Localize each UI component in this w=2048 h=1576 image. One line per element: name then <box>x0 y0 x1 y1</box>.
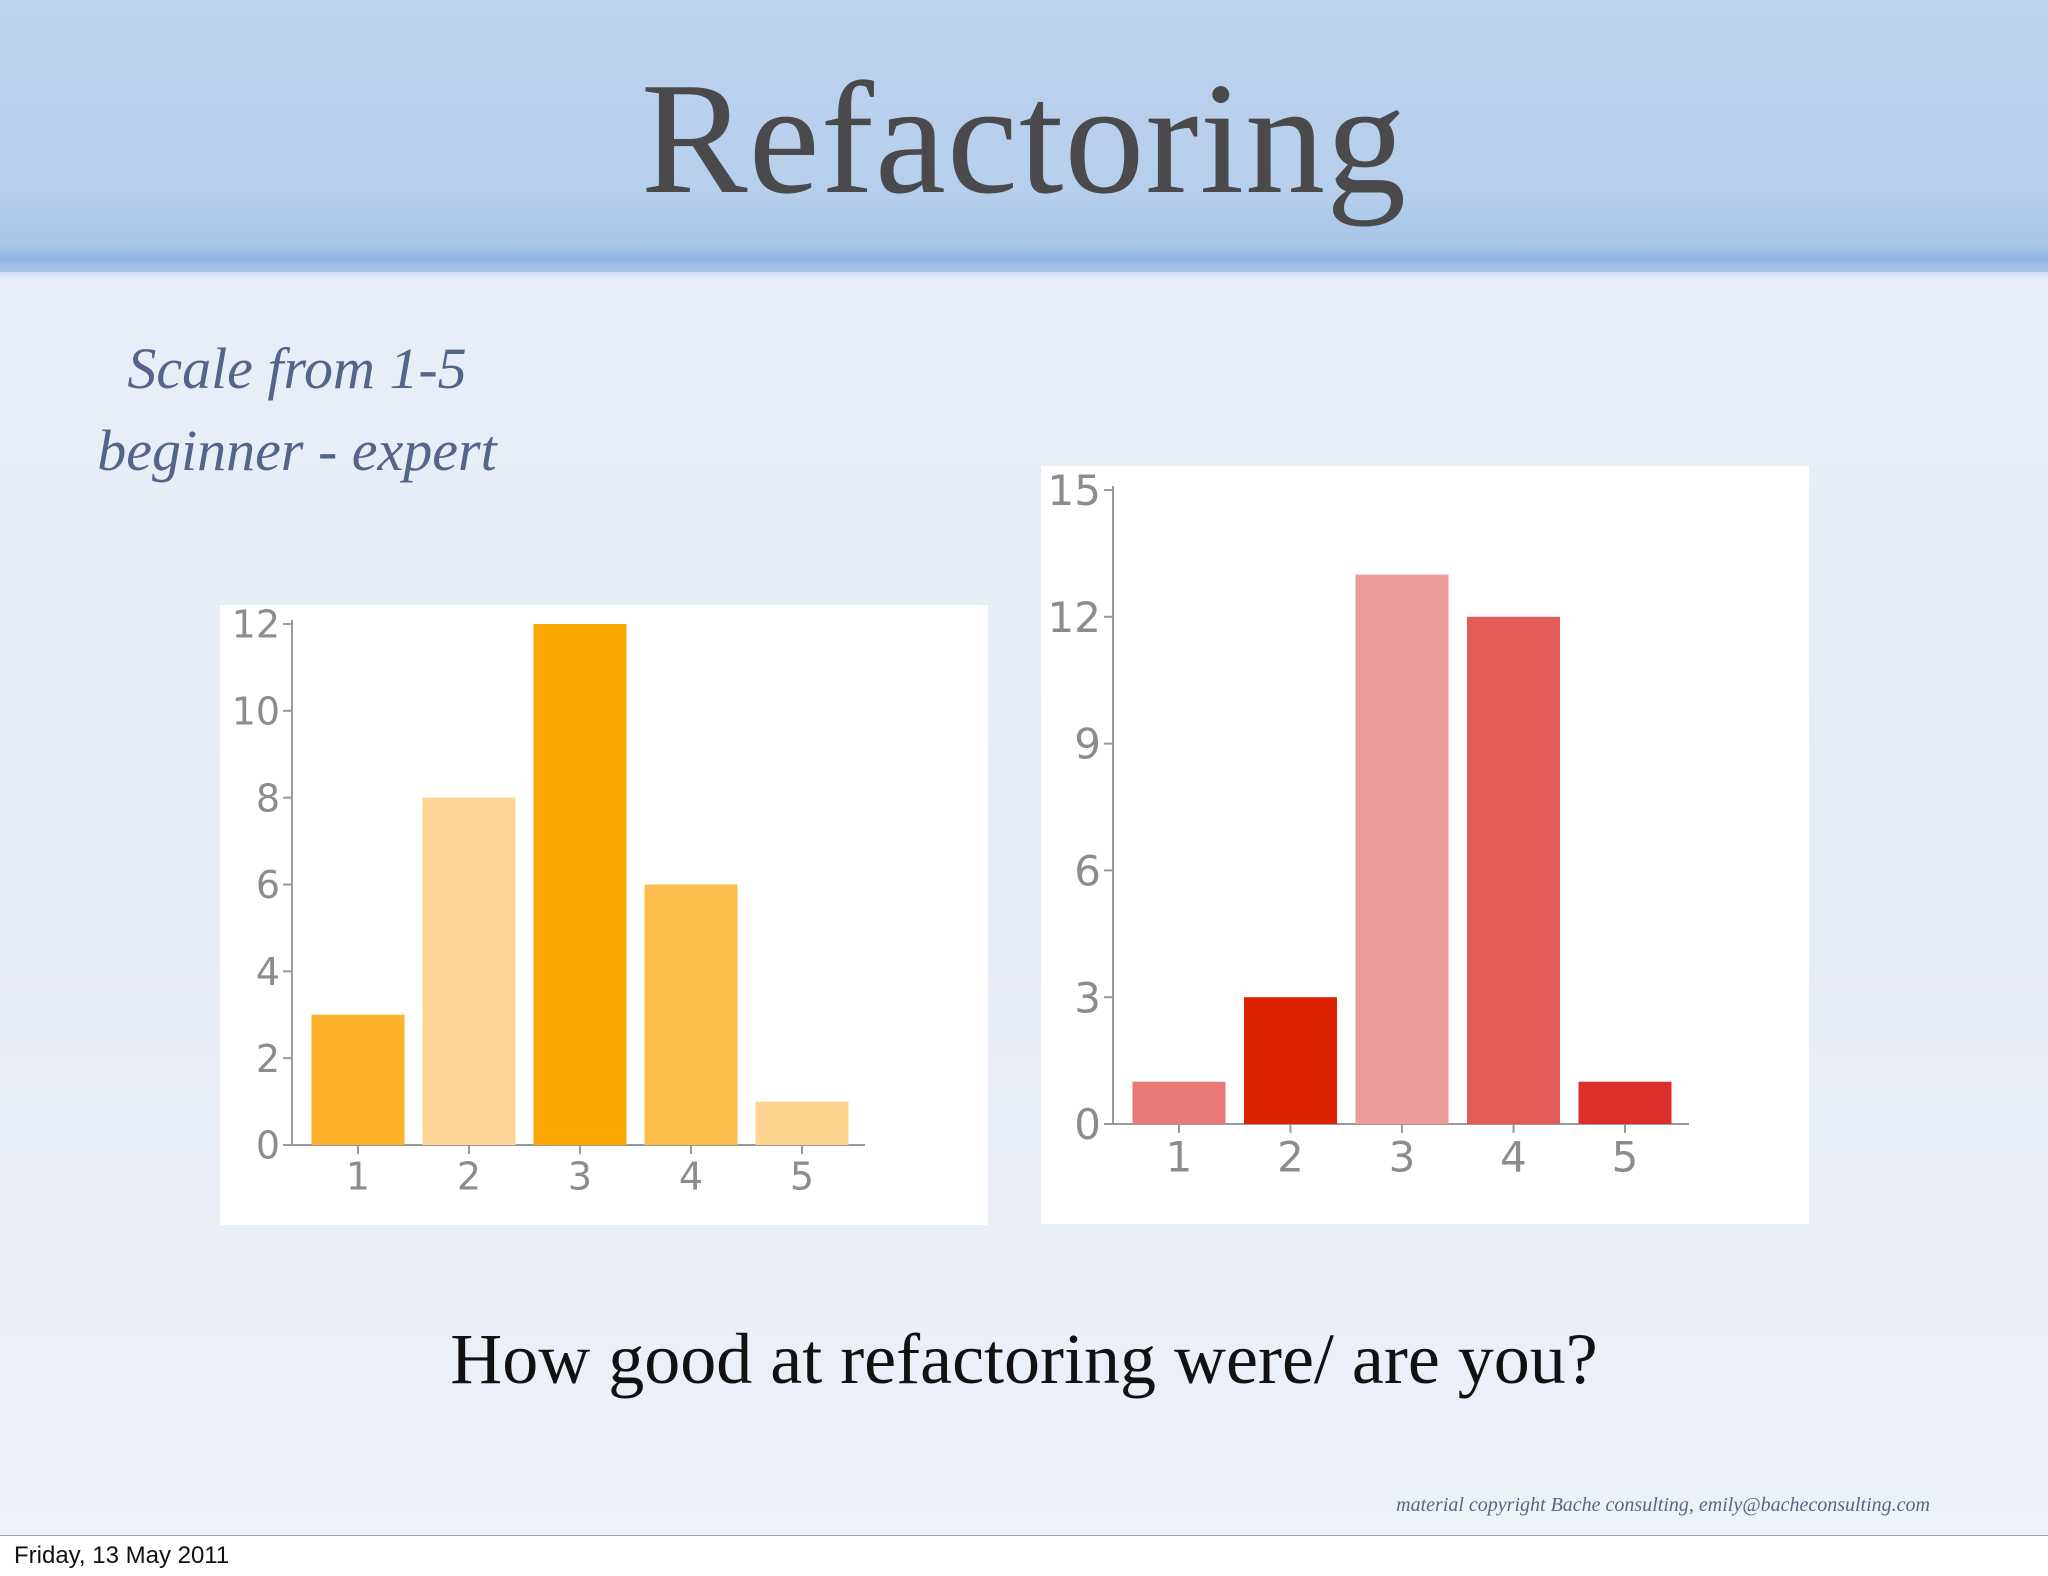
header-band <box>0 0 2048 272</box>
header-edge <box>0 246 2048 280</box>
left-chart-x-tick-label: 4 <box>679 1154 703 1198</box>
right-chart-y-tick-label: 12 <box>1048 593 1101 642</box>
left-chart-bar-1 <box>311 1014 405 1145</box>
scale-description-line-2: beginner - expert <box>97 418 497 483</box>
question-text: How good at refactoring were/ are you? <box>450 1319 1598 1399</box>
left-chart-x-tick-label: 3 <box>568 1154 592 1198</box>
left-chart-y-tick-label: 4 <box>256 950 280 994</box>
right-chart-bar-2 <box>1244 997 1337 1124</box>
left-chart-y-tick-label: 10 <box>232 690 280 734</box>
right-chart-y-tick-label: 0 <box>1074 1100 1101 1149</box>
left-chart-x-tick-label: 1 <box>346 1154 370 1198</box>
scale-description-line-1: Scale from 1-5 <box>127 336 467 401</box>
footer-date: Friday, 13 May 2011 <box>14 1542 230 1569</box>
copyright-notice: material copyright Bache consulting, emi… <box>1396 1494 1930 1516</box>
left-chart-x-tick-label: 5 <box>790 1154 814 1198</box>
bar-chart-right: 0 3 6 9 12 15 1 2 3 4 5 <box>1041 466 1809 1224</box>
left-chart-y-tick-label: 2 <box>256 1037 280 1081</box>
left-chart-y-tick-label: 6 <box>256 863 280 907</box>
left-chart-y-tick-label: 12 <box>232 605 280 647</box>
left-chart-bar-5 <box>755 1101 849 1145</box>
right-chart-bar-5 <box>1578 1081 1672 1124</box>
right-chart-x-tick-label: 2 <box>1277 1133 1304 1182</box>
right-chart-bar-3 <box>1355 574 1449 1124</box>
slide: Refactoring Scale from 1-5 beginner - ex… <box>0 0 2048 1536</box>
left-chart-y-tick-label: 0 <box>256 1124 280 1168</box>
left-chart-bar-3 <box>533 624 627 1145</box>
slide-title: Refactoring <box>640 49 1408 227</box>
right-chart-bar-4 <box>1467 616 1560 1124</box>
right-chart-x-tick-label: 1 <box>1166 1133 1193 1182</box>
left-chart-x-tick-label: 2 <box>457 1154 481 1198</box>
right-chart-y-tick-label: 3 <box>1074 973 1101 1022</box>
left-chart-bar-4 <box>644 884 738 1145</box>
left-chart-bar-2 <box>422 797 516 1145</box>
right-chart-y-tick-label: 6 <box>1074 847 1101 896</box>
right-chart-bar-1 <box>1132 1081 1226 1124</box>
left-chart-y-tick-label: 8 <box>256 776 280 820</box>
right-chart-x-tick-label: 5 <box>1612 1133 1639 1182</box>
right-chart-y-tick-label: 15 <box>1048 466 1101 515</box>
right-chart-y-tick-label: 9 <box>1074 720 1101 769</box>
bar-chart-left: 0 2 4 6 8 10 12 1 2 3 4 5 <box>220 605 988 1225</box>
right-chart-x-tick-label: 4 <box>1500 1133 1527 1182</box>
right-chart-x-tick-label: 3 <box>1389 1133 1416 1182</box>
